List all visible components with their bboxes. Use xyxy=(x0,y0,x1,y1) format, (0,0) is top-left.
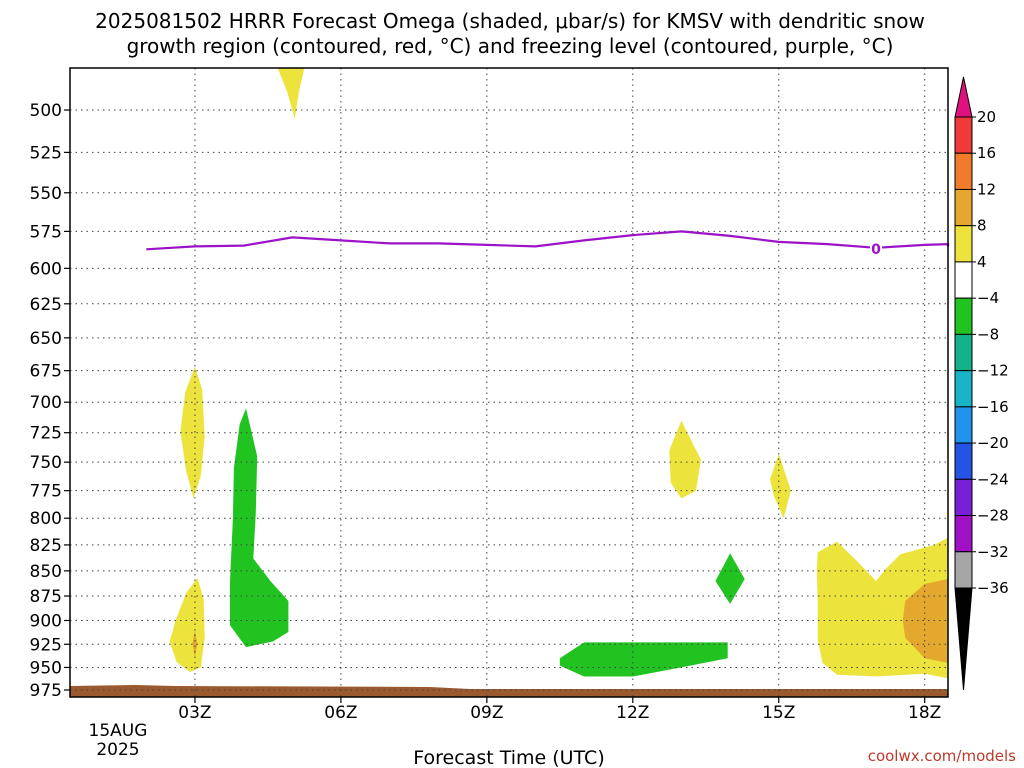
x-tick-label: 03Z xyxy=(178,703,211,723)
omega-region-5 xyxy=(230,408,289,648)
colorbar: 20 16 12 8 4 −4 −8 −12 −16 −20 −24 −28 −32 −36 xyxy=(954,76,1009,691)
freezing-level-label-bg xyxy=(870,240,883,257)
x-tick-label: 09Z xyxy=(470,703,503,723)
colorbar-segment xyxy=(954,406,973,444)
y-tick-label: 525 xyxy=(30,143,62,163)
y-tick-label: 975 xyxy=(30,681,62,701)
colorbar-label: 16 xyxy=(977,144,996,162)
x-tick-label: 18Z xyxy=(908,703,941,723)
colorbar-segment xyxy=(954,225,973,263)
colorbar-label: −12 xyxy=(977,362,1009,380)
colorbar-segment xyxy=(954,551,973,589)
chart-title-line-2: growth region (contoured, red, °C) and f… xyxy=(127,34,894,58)
x-axis: 03Z 06Z 09Z 12Z 15Z 18Z xyxy=(178,697,941,723)
colorbar-label: −24 xyxy=(977,470,1009,488)
colorbar-label: 20 xyxy=(977,108,996,126)
surface-terrain xyxy=(70,685,948,697)
colorbar-segment xyxy=(954,333,973,372)
y-tick-label: 600 xyxy=(30,259,62,279)
omega-region-4 xyxy=(192,630,198,659)
colorbar-bottom-arrow xyxy=(954,587,973,691)
y-tick-label: 675 xyxy=(30,362,62,382)
omega-region-2 xyxy=(180,366,205,499)
y-tick-label: 700 xyxy=(30,393,62,413)
colorbar-segment xyxy=(954,442,973,480)
y-tick-label: 950 xyxy=(30,658,62,678)
plot-frame xyxy=(69,67,949,698)
colorbar-label: −36 xyxy=(977,579,1009,597)
omega-region-1 xyxy=(275,68,305,119)
colorbar-top-arrow xyxy=(954,76,973,118)
y-tick-label: 875 xyxy=(30,587,62,607)
y-tick-label: 650 xyxy=(30,329,62,349)
omega-region-6 xyxy=(669,420,701,499)
omega-region-11 xyxy=(902,555,948,663)
colorbar-segment xyxy=(954,478,973,517)
y-tick-label: 550 xyxy=(30,184,62,204)
colorbar-segment xyxy=(954,188,973,227)
colorbar-segment xyxy=(954,152,973,190)
x-date-label: 15AUG xyxy=(89,721,148,741)
y-tick-label: 575 xyxy=(30,222,62,242)
x-tick-label: 06Z xyxy=(324,703,357,723)
colorbar-label: 12 xyxy=(977,180,996,198)
colorbar-label: −28 xyxy=(977,507,1009,525)
y-tick-label: 825 xyxy=(30,536,62,556)
freezing-level-label: 0 xyxy=(871,242,881,258)
x-axis-title: Forecast Time (UTC) xyxy=(413,747,604,768)
y-axis: 500 525 550 575 600 625 650 675 700 725 750 775 800 8… xyxy=(30,101,70,701)
colorbar-segment xyxy=(954,370,973,408)
colorbar-label: −4 xyxy=(977,289,999,307)
credit-label: coolwx.com/models xyxy=(868,747,1016,765)
colorbar-label: 4 xyxy=(977,253,987,271)
colorbar-segment xyxy=(954,116,973,154)
y-tick-label: 900 xyxy=(30,611,62,631)
surface-terrain-fill xyxy=(70,685,948,697)
grid-lines xyxy=(70,68,948,697)
omega-region-8 xyxy=(715,553,745,604)
colorbar-label: −32 xyxy=(977,543,1009,561)
omega-region-9 xyxy=(559,642,728,677)
y-tick-label: 725 xyxy=(30,424,62,444)
omega-shaded-regions xyxy=(169,68,948,683)
colorbar-segment xyxy=(954,261,973,299)
y-tick-label: 775 xyxy=(30,482,62,502)
chart-title-line-1: 2025081502 HRRR Forecast Omega (shaded, … xyxy=(95,9,925,33)
colorbar-segment xyxy=(954,297,973,335)
y-tick-label: 625 xyxy=(30,295,62,315)
x-year-label: 2025 xyxy=(96,740,139,760)
x-tick-label: 15Z xyxy=(762,703,795,723)
x-tick-label: 12Z xyxy=(616,703,649,723)
y-tick-label: 850 xyxy=(30,562,62,582)
colorbar-label: −16 xyxy=(977,398,1009,416)
colorbar-label: 8 xyxy=(977,217,987,235)
y-tick-label: 750 xyxy=(30,453,62,473)
omega-region-7 xyxy=(770,454,791,519)
y-tick-label: 500 xyxy=(30,101,62,121)
freezing-level-contour: 0 xyxy=(146,230,950,258)
freezing-level-line xyxy=(146,230,950,251)
colorbar-label: −20 xyxy=(977,434,1009,452)
colorbar-label: −8 xyxy=(977,325,999,343)
y-tick-label: 925 xyxy=(30,635,62,655)
omega-region-3 xyxy=(169,578,205,672)
colorbar-segment xyxy=(954,515,973,553)
y-tick-label: 800 xyxy=(30,509,62,529)
